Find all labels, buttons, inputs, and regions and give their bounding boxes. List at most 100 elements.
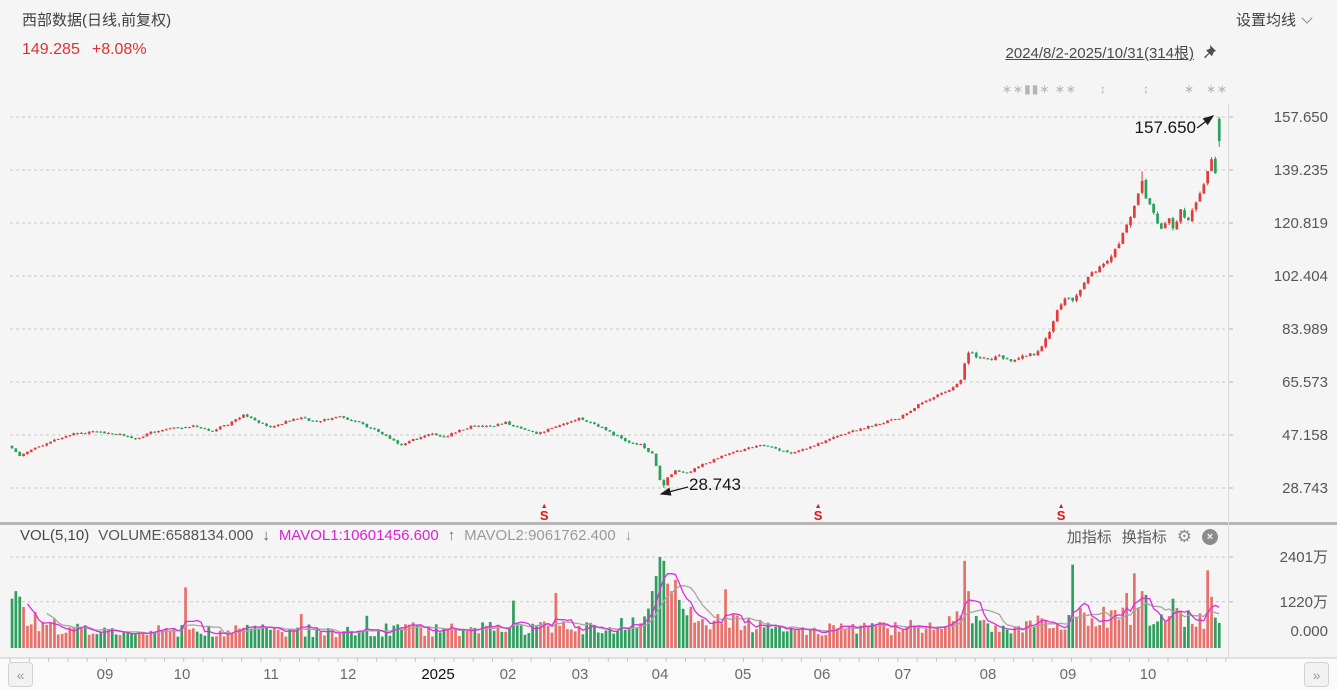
volume-bar (550, 632, 554, 648)
volume-bar (643, 616, 646, 648)
dividend-marker[interactable]: ▲ S (1053, 503, 1069, 522)
candle-body (496, 424, 500, 427)
volume-bar (265, 627, 268, 648)
candle-body (99, 431, 103, 433)
candle-body (647, 448, 650, 452)
candle-body (249, 416, 253, 418)
candle-body (870, 426, 874, 427)
volume-bar (812, 627, 816, 648)
candle-body (1217, 118, 1221, 142)
volume-bar (103, 627, 106, 648)
candle-body (839, 434, 843, 436)
volume-bar (99, 631, 103, 648)
candle-body (635, 443, 639, 445)
candle-body (153, 431, 157, 433)
volume-bar (828, 623, 831, 648)
close-icon[interactable]: × (1202, 528, 1218, 545)
volume-bar (566, 629, 569, 648)
candle-body (49, 441, 52, 444)
dividend-s-icon: S (539, 508, 549, 523)
candle-body (357, 421, 361, 423)
candle-body (550, 428, 554, 429)
volume-bar (874, 625, 878, 648)
candle-body (951, 387, 955, 391)
volume-bar (654, 576, 658, 648)
volume-bar (944, 626, 947, 648)
volume-bar (172, 628, 176, 648)
volume-bar (878, 622, 882, 648)
volume-bar (118, 635, 122, 648)
pin-icon[interactable] (1200, 44, 1217, 61)
candle-body (164, 429, 168, 431)
candle-body (627, 440, 631, 443)
volume-bar (49, 622, 52, 648)
volume-bar (334, 637, 338, 648)
candle-body (454, 432, 457, 434)
scroll-right-button[interactable]: » (1304, 662, 1329, 687)
volume-bar (315, 627, 319, 648)
pane-separator[interactable] (0, 522, 1337, 525)
volume-bar (380, 636, 384, 648)
candle-body (731, 452, 735, 454)
candle-body (134, 438, 137, 440)
volume-bar (855, 633, 858, 648)
volume-bar (905, 627, 909, 648)
candle-body (1198, 193, 1202, 202)
volume-bar (477, 633, 480, 648)
add-indicator-button[interactable]: 加指标 (1066, 529, 1112, 546)
volume-bar (797, 629, 801, 648)
sparkles-icon[interactable]: ∗∗ (1206, 82, 1229, 96)
price-axis-label: 65.573 (1282, 374, 1328, 391)
candle-body (211, 430, 214, 432)
volume-bar (755, 629, 758, 648)
x-axis-label: 06 (813, 666, 831, 683)
candle-body (751, 447, 754, 449)
dividend-arrow-icon: ▲ (1057, 503, 1065, 510)
candle-body (677, 470, 681, 472)
volume-bar (1152, 624, 1155, 648)
volume-bar (1063, 629, 1067, 648)
candle-body (14, 448, 18, 452)
scroll-left-button[interactable]: « (8, 662, 33, 687)
volume-bar (515, 625, 519, 648)
candle-body (809, 446, 812, 449)
price-axis-label: 28.743 (1282, 480, 1328, 497)
candle-body (1028, 353, 1032, 356)
volume-bar (184, 587, 187, 648)
v-stretch-icon[interactable]: ↕ (1100, 82, 1107, 96)
volume-bar (712, 620, 716, 648)
candle-body (485, 425, 488, 427)
switch-indicator-button[interactable]: 换指标 (1121, 529, 1167, 546)
candle-body (207, 429, 211, 431)
volume-bar (1140, 591, 1144, 648)
x-axis-label: 12 (339, 666, 357, 683)
volume-bar (180, 625, 184, 648)
candle-body (215, 429, 218, 432)
v-compress-icon[interactable]: ↕ (1143, 82, 1150, 96)
volume-bar (261, 624, 265, 648)
sparkle-icon[interactable]: ∗ (1184, 82, 1196, 96)
volume-bar (53, 618, 56, 648)
gear-icon[interactable]: ⚙ (1176, 526, 1192, 546)
volume-bar (647, 608, 650, 648)
volume-bar (928, 622, 932, 648)
low-annotation: 28.743 (689, 475, 741, 494)
dividend-marker[interactable]: ▲ S (536, 503, 552, 523)
volume-bar (400, 628, 403, 648)
candle-body (450, 433, 453, 437)
mavol1-value: MAVOL1:10601456.600 (278, 527, 439, 544)
candle-body (986, 358, 990, 360)
date-range-link[interactable]: 2024/8/2-2025/10/31(314根) (1005, 45, 1194, 62)
ma-setting-button[interactable]: 设置均线 (1236, 9, 1313, 30)
candle-body (292, 418, 295, 421)
volume-bar (292, 628, 295, 648)
vol-indicator-label[interactable]: VOL(5,10) (20, 527, 90, 544)
dividend-marker[interactable]: ▲ S (810, 503, 826, 522)
volume-bar (454, 629, 457, 648)
candle-body (1167, 218, 1171, 224)
candle-body (515, 426, 519, 428)
candle-body (1202, 184, 1206, 194)
kline-density-icons[interactable]: ∗∗▮▮∗ ∗∗ (1002, 82, 1077, 96)
candle-body (423, 435, 426, 438)
